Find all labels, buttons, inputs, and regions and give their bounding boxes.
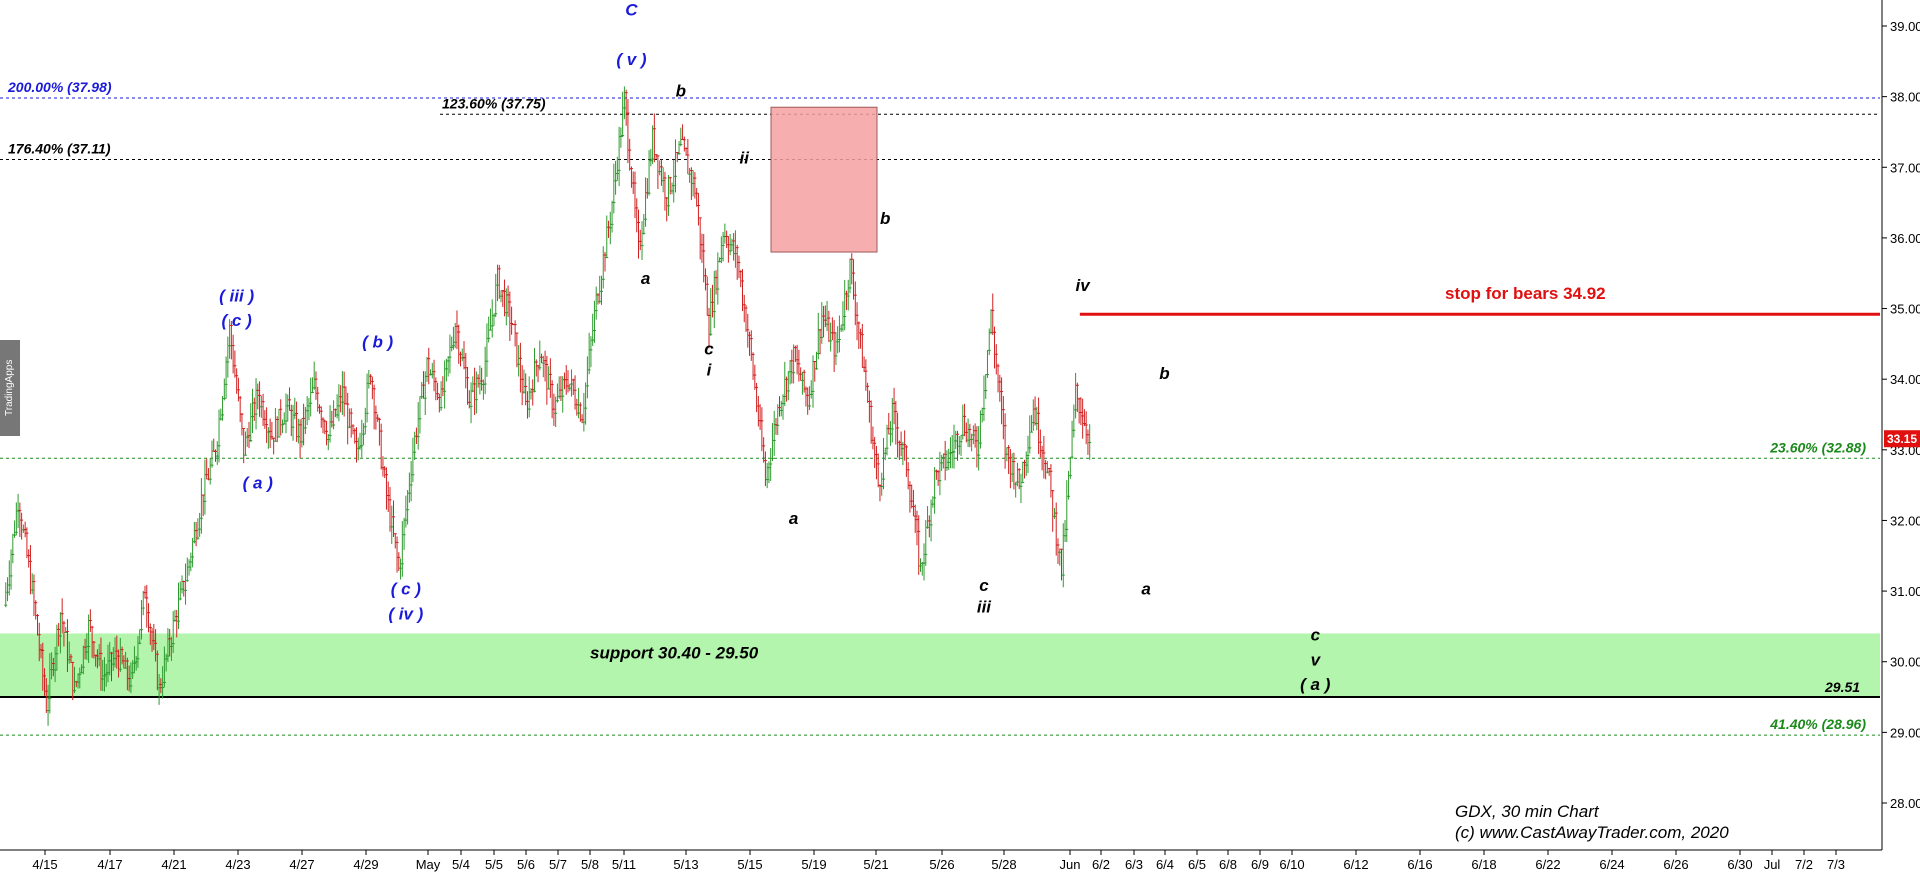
highlight-box-group: [770, 106, 878, 253]
x-tick-label: 4/27: [289, 857, 314, 872]
x-tick-label: 5/5: [485, 857, 503, 872]
watermark-line-1: GDX, 30 min Chart: [1455, 802, 1600, 821]
x-tick-label: 5/19: [801, 857, 826, 872]
wave-label: ( c ): [222, 311, 253, 330]
x-tick-label: 6/12: [1343, 857, 1368, 872]
x-tick-label: 6/8: [1219, 857, 1237, 872]
x-tick-label: 6/3: [1125, 857, 1143, 872]
x-tick-label: 6/16: [1407, 857, 1432, 872]
last-price-label: 33.15: [1887, 432, 1917, 446]
wave-labels-group: C ( v ) ( iii ) ( c ) ( a ) ( b ) ( c ) ( iv ) b…: [219, 0, 1331, 694]
tradingapps-brand-tab: TradingApps: [0, 340, 20, 436]
x-tick-label: Jun: [1060, 857, 1081, 872]
wave-label: c: [704, 339, 714, 358]
fib-level-label: 176.40% (37.11): [8, 141, 111, 157]
x-tick-label: 7/2: [1795, 857, 1813, 872]
wave-label: ( a ): [243, 474, 274, 493]
y-axis: 28.0029.0030.0031.0032.0033.0034.0035.00…: [1881, 0, 1920, 850]
wave-label: a: [641, 269, 650, 288]
stop-label: stop for bears 34.92: [1445, 284, 1606, 303]
support-zone-group: support 30.40 - 29.50 29.51: [0, 633, 1880, 699]
y-tick-label: 38.00: [1890, 90, 1920, 105]
x-tick-label: 6/4: [1156, 857, 1174, 872]
wave-label: iv: [1076, 276, 1092, 295]
x-tick-label: 5/21: [863, 857, 888, 872]
wave-label: i: [707, 361, 713, 380]
x-tick-label: 4/15: [32, 857, 57, 872]
fib-levels-group: 200.00% (37.98) 123.60% (37.75) 176.40% (3…: [0, 79, 1880, 736]
fib-level-label: 200.00% (37.98): [7, 79, 112, 95]
x-tick-label: Jul: [1764, 857, 1781, 872]
x-tick-label: 5/28: [991, 857, 1016, 872]
x-tick-label: 6/24: [1599, 857, 1624, 872]
x-axis: 4/15 4/17 4/21 4/23 4/27 4/29 May 5/4 5/5 5/6 5/7 5…: [0, 849, 1882, 872]
wave-label: c: [1311, 626, 1321, 645]
wave-label: b: [880, 209, 890, 228]
x-tick-label: 5/8: [581, 857, 599, 872]
x-tick-label: May: [416, 857, 441, 872]
x-tick-label: 6/2: [1092, 857, 1110, 872]
x-tick-label: 4/23: [225, 857, 250, 872]
y-tick-label: 31.00: [1890, 584, 1920, 599]
x-tick-label: 6/10: [1279, 857, 1304, 872]
y-tick-label: 29.00: [1890, 725, 1920, 740]
x-tick-label: 6/30: [1727, 857, 1752, 872]
stop-line-group: stop for bears 34.92: [1079, 284, 1880, 316]
x-tick-label: 5/15: [737, 857, 762, 872]
y-tick-label: 34.00: [1890, 372, 1920, 387]
candles-group: [4, 86, 1092, 726]
support-marker-label: 29.51: [1824, 679, 1860, 695]
wave-label: C: [625, 0, 638, 19]
y-tick-label: 37.00: [1890, 160, 1920, 175]
x-tick-label: 6/18: [1471, 857, 1496, 872]
y-tick-label: 35.00: [1890, 302, 1920, 317]
watermark-line-2: (c) www.CastAwayTrader.com, 2020: [1455, 823, 1729, 842]
wave-label: c: [979, 576, 989, 595]
wave-label: v: [1311, 650, 1322, 669]
plot-area: [0, 0, 1880, 850]
y-tick-label: 30.00: [1890, 655, 1920, 670]
x-tick-label: 6/9: [1251, 857, 1269, 872]
wave-label: ( a ): [1300, 675, 1331, 694]
wave-label: ii: [740, 149, 751, 168]
wave-label: ( v ): [616, 50, 647, 69]
x-tick-label: 5/4: [452, 857, 470, 872]
wave-label: b: [1159, 364, 1169, 383]
wave-label: ( iv ): [388, 604, 423, 623]
fib-level-label: 41.40% (28.96): [1769, 716, 1866, 732]
watermark-group: GDX, 30 min Chart (c) www.CastAwayTrader…: [1455, 802, 1729, 842]
x-tick-label: 6/26: [1663, 857, 1688, 872]
support-zone-band: [0, 633, 1880, 698]
x-tick-label: 7/3: [1827, 857, 1845, 872]
support-zone-label: support 30.40 - 29.50: [590, 643, 759, 662]
wave-label: ( c ): [391, 580, 422, 599]
wave-label: iii: [977, 597, 992, 616]
x-tick-label: 6/5: [1188, 857, 1206, 872]
x-tick-label: 5/11: [612, 857, 636, 872]
wave-label: b: [676, 82, 686, 101]
x-tick-label: 5/7: [549, 857, 567, 872]
last-price-badge: [1884, 430, 1920, 448]
x-tick-label: 4/17: [97, 857, 122, 872]
x-tick-label: 4/21: [161, 857, 186, 872]
x-tick-label: 5/13: [673, 857, 698, 872]
wave-label: a: [789, 509, 798, 528]
fib-level-label: 23.60% (32.88): [1769, 439, 1866, 455]
x-tick-label: 5/6: [517, 857, 535, 872]
wave-label: ( b ): [362, 332, 393, 351]
x-tick-label: 4/29: [353, 857, 378, 872]
y-tick-label: 28.00: [1890, 796, 1920, 811]
fib-level-label: 123.60% (37.75): [442, 95, 546, 111]
y-tick-label: 39.00: [1890, 19, 1920, 34]
x-tick-label: 6/22: [1535, 857, 1560, 872]
wave-label: ( iii ): [219, 286, 254, 305]
x-tick-label: 5/26: [929, 857, 954, 872]
highlight-box: [770, 106, 878, 253]
wave-label: a: [1141, 580, 1150, 599]
y-tick-label: 36.00: [1890, 231, 1920, 246]
y-tick-label: 32.00: [1890, 513, 1920, 528]
